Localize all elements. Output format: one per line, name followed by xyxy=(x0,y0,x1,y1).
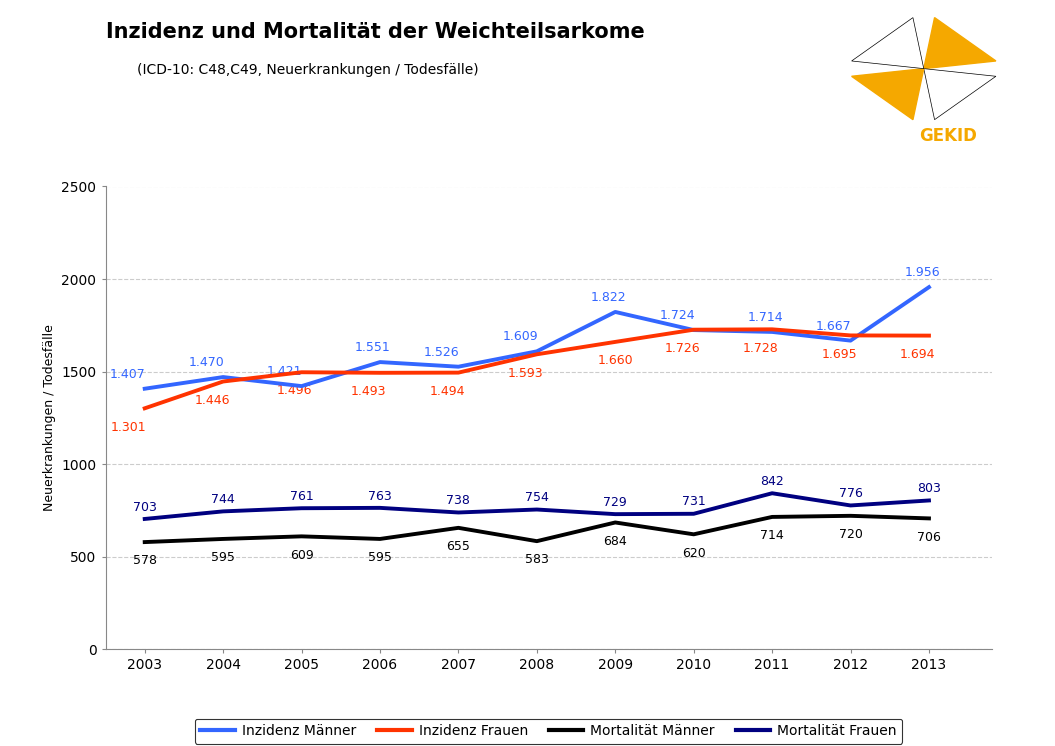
Text: 1.446: 1.446 xyxy=(194,394,230,407)
Polygon shape xyxy=(924,18,996,69)
Text: 684: 684 xyxy=(603,535,627,548)
Text: GEKID: GEKID xyxy=(920,127,977,145)
Text: 1.695: 1.695 xyxy=(822,348,858,360)
Text: 1.421: 1.421 xyxy=(267,365,303,378)
Text: 1.301: 1.301 xyxy=(110,421,146,433)
Text: 1.726: 1.726 xyxy=(665,342,701,355)
Text: 703: 703 xyxy=(133,501,156,514)
Text: 609: 609 xyxy=(290,548,313,562)
Text: 1.470: 1.470 xyxy=(189,356,225,369)
Text: 1.956: 1.956 xyxy=(904,266,940,279)
Text: 1.551: 1.551 xyxy=(356,341,391,354)
Text: 655: 655 xyxy=(446,540,471,553)
Text: 1.822: 1.822 xyxy=(591,291,626,304)
Text: 1.496: 1.496 xyxy=(276,384,312,398)
Text: 595: 595 xyxy=(211,551,235,564)
Polygon shape xyxy=(924,69,996,119)
Text: 1.493: 1.493 xyxy=(351,385,386,398)
Legend: Inzidenz Männer, Inzidenz Frauen, Mortalität Männer, Mortalität Frauen: Inzidenz Männer, Inzidenz Frauen, Mortal… xyxy=(195,718,902,744)
Text: 1.728: 1.728 xyxy=(743,342,779,354)
Text: 706: 706 xyxy=(917,530,941,544)
Text: 1.724: 1.724 xyxy=(659,309,695,322)
Text: 738: 738 xyxy=(446,494,471,507)
Text: 803: 803 xyxy=(917,482,941,495)
Text: 1.609: 1.609 xyxy=(502,330,538,343)
Text: 744: 744 xyxy=(211,493,235,506)
Text: 731: 731 xyxy=(682,495,706,509)
Text: 583: 583 xyxy=(525,554,549,566)
Text: 754: 754 xyxy=(525,491,549,504)
Text: Inzidenz und Mortalität der Weichteilsarkome: Inzidenz und Mortalität der Weichteilsar… xyxy=(106,22,645,43)
Polygon shape xyxy=(851,69,924,119)
Y-axis label: Neuerkrankungen / Todesfälle: Neuerkrankungen / Todesfälle xyxy=(43,325,56,511)
Text: 776: 776 xyxy=(839,487,863,500)
Text: 1.593: 1.593 xyxy=(507,366,543,380)
Text: 1.526: 1.526 xyxy=(424,345,460,359)
Text: 761: 761 xyxy=(290,490,313,503)
Text: 578: 578 xyxy=(133,554,157,567)
Text: 1.667: 1.667 xyxy=(817,319,851,333)
Text: 1.694: 1.694 xyxy=(900,348,936,361)
Text: 714: 714 xyxy=(761,529,784,542)
Text: 842: 842 xyxy=(761,475,784,488)
Text: 620: 620 xyxy=(682,547,706,560)
Text: 1.660: 1.660 xyxy=(597,354,633,367)
Text: 720: 720 xyxy=(839,528,863,541)
Text: 1.714: 1.714 xyxy=(747,311,783,324)
Text: 1.407: 1.407 xyxy=(110,368,146,380)
Text: 595: 595 xyxy=(368,551,391,564)
Text: 1.494: 1.494 xyxy=(429,385,465,398)
Text: (ICD-10: C48,C49, Neuerkrankungen / Todesfälle): (ICD-10: C48,C49, Neuerkrankungen / Tode… xyxy=(137,63,479,78)
Text: 763: 763 xyxy=(368,489,391,503)
Polygon shape xyxy=(851,18,924,69)
Text: 729: 729 xyxy=(603,496,627,509)
